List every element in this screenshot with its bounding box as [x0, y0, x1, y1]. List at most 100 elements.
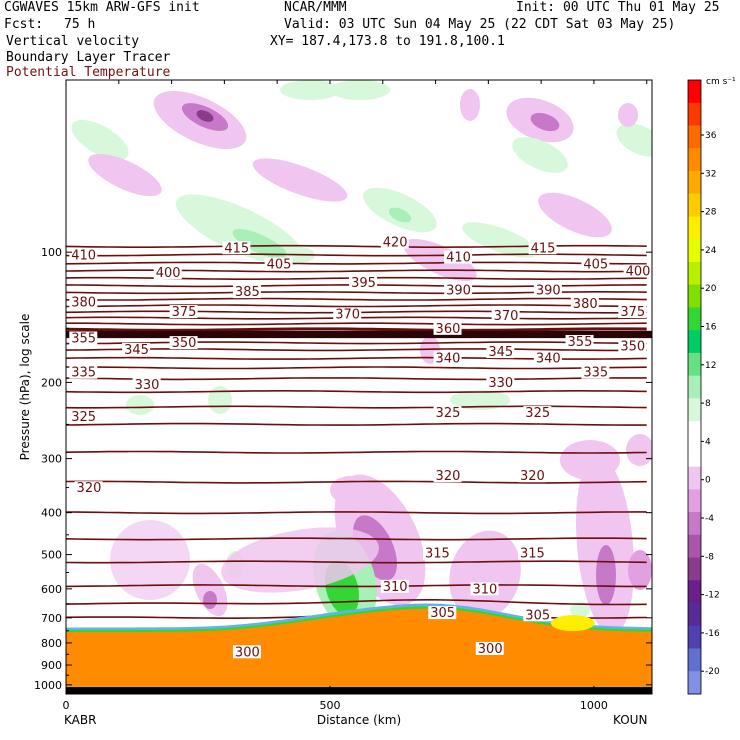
y-tick-label: 400: [41, 507, 62, 520]
colorbar-label: 12: [705, 361, 716, 371]
colorbar-swatch: [688, 330, 701, 354]
pbl-yellow-patch: [550, 615, 595, 632]
theta-label: 345: [124, 343, 149, 358]
theta-label: 355: [568, 335, 593, 350]
y-tick-label: 800: [41, 637, 62, 650]
theta-label-bg: [444, 283, 473, 297]
colorbar-frame: [687, 79, 702, 695]
theta-label-bg: [486, 376, 515, 390]
theta-label-bg: [69, 365, 98, 379]
theta-label-bg: [523, 608, 552, 622]
theta-label: 415: [531, 241, 556, 256]
theta-label-bg: [533, 351, 562, 365]
theta-label: 390: [446, 284, 471, 299]
theta-contour: [66, 304, 647, 308]
model-title: CGWAVES 15km ARW-GFS init: [4, 0, 200, 15]
theta-label: 335: [71, 366, 96, 381]
theta-label: 300: [235, 645, 260, 660]
theta-label: 325: [525, 406, 550, 421]
theta-label-bg: [169, 305, 198, 319]
theta-label: 410: [446, 251, 471, 266]
theta-contour: [66, 341, 647, 345]
theta-label: 310: [473, 582, 498, 597]
theta-contour: [66, 537, 647, 541]
theta-contour: [66, 297, 647, 301]
x-tick-label: 500: [319, 699, 340, 712]
colorbar-swatch: [688, 625, 701, 650]
theta-label-bg: [618, 339, 647, 353]
theta-label: 320: [436, 469, 461, 484]
colorbar-swatch: [688, 307, 701, 331]
theta-label-bg: [222, 241, 251, 255]
theta-label-bg: [433, 469, 462, 483]
y-tick-label: 500: [41, 549, 62, 562]
theta-label-bg: [533, 283, 562, 297]
organization: NCAR/MMM: [284, 0, 347, 15]
theta-label-bg: [264, 257, 293, 271]
theta-label-bg: [623, 264, 652, 278]
forecast-hour: 75 h: [64, 17, 96, 32]
theta-label: 380: [573, 297, 598, 312]
theta-label-bg: [570, 296, 599, 310]
theta-label: 325: [436, 406, 461, 421]
theta-label: 320: [520, 469, 545, 484]
theta-label-bg: [132, 378, 161, 392]
theta-label-bg: [581, 365, 610, 379]
theta-label: 405: [267, 258, 292, 273]
theta-contour: [66, 480, 647, 484]
colorbar-swatch: [688, 489, 701, 513]
colorbar-label: -12: [705, 591, 720, 601]
theta-contour: [66, 599, 647, 606]
theta-label-bg: [470, 582, 499, 596]
colorbar-swatch: [688, 261, 701, 286]
theta-label: 355: [71, 331, 96, 346]
theta-contour: [66, 253, 647, 257]
theta-label-bg: [333, 307, 362, 321]
colorbar-swatch: [688, 284, 701, 308]
colorbar-swatch: [688, 648, 701, 672]
y-tick-label: 600: [41, 583, 62, 596]
colorbar-swatch: [688, 421, 701, 445]
theta-contour: [66, 377, 647, 381]
cross-section-endpoints: XY= 187.4,173.8 to 191.8,100.1: [270, 34, 505, 49]
colorbar-label: 36: [705, 131, 717, 141]
colorbar-label: 20: [705, 284, 717, 294]
colorbar-swatch: [688, 603, 701, 627]
colorbar-swatch: [688, 512, 701, 536]
plot-frame: [65, 79, 653, 695]
colorbar-label: -20: [705, 667, 720, 677]
colorbar-swatch: [688, 170, 701, 195]
theta-label: 420: [383, 236, 408, 251]
theta-label: 335: [583, 366, 608, 381]
colorbar-swatch: [688, 398, 701, 422]
colorbar-swatch: [688, 671, 701, 695]
colorbar-label: 32: [705, 169, 716, 179]
theta-label-bg: [69, 248, 98, 262]
theta-label: 385: [235, 285, 260, 300]
colorbar-label: -4: [705, 514, 714, 524]
theta-contour: [66, 560, 647, 564]
theta-label-bg: [153, 266, 182, 280]
colorbar-swatch: [688, 193, 701, 217]
theta-label-bg: [565, 334, 594, 348]
colorbar-swatch: [688, 466, 701, 490]
colorbar-label: 4: [705, 437, 711, 447]
theta-label-bg: [122, 342, 151, 356]
theta-contour: [66, 348, 647, 352]
theta-contour: [66, 422, 647, 426]
theta-contour: [66, 405, 647, 409]
colorbar-swatch: [688, 580, 701, 604]
field-label-potential-temperature: Potential Temperature: [6, 65, 171, 80]
x-axis-title: Distance (km): [317, 713, 401, 727]
theta-contour: [66, 261, 647, 265]
field-label-boundary-layer-tracer: Boundary Layer Tracer: [6, 50, 171, 65]
theta-label: 305: [525, 608, 550, 623]
theta-label: 390: [536, 284, 561, 299]
theta-contour: [66, 366, 647, 370]
vertical-velocity-field: [71, 80, 652, 635]
theta-label: 360: [436, 322, 461, 337]
boundary-layer-tracer: [66, 608, 652, 687]
theta-label: 370: [494, 309, 519, 324]
theta-label: 370: [335, 308, 360, 323]
